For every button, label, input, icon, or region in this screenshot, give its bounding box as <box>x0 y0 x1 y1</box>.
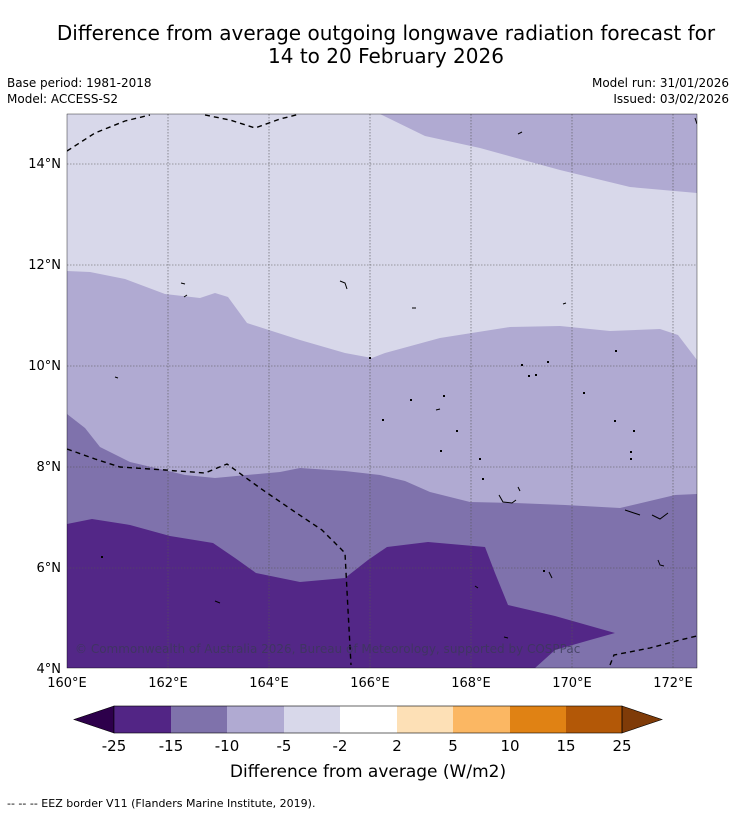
colorbar-label-8: 10 <box>500 737 520 755</box>
island-dots <box>101 350 635 572</box>
lon-label-168e: 168°E <box>451 676 491 691</box>
colorbar-label-7: 5 <box>448 737 458 755</box>
colorbar-swatch-3 <box>227 706 284 733</box>
colorbar-swatch-8 <box>510 706 566 733</box>
meta-left: Base period: 1981-2018 Model: ACCESS-S2 <box>7 75 152 107</box>
model-name: Model: ACCESS-S2 <box>7 92 119 106</box>
colorbar-swatch-4 <box>284 706 340 733</box>
lon-label-170e: 170°E <box>552 676 592 691</box>
chart-title: Difference from average outgoing longwav… <box>0 22 736 68</box>
colorbar-swatch-1 <box>114 706 171 733</box>
colorbar-title: Difference from average (W/m2) <box>229 762 507 782</box>
map-frame <box>66 113 698 669</box>
colorbar-swatch-7 <box>453 706 510 733</box>
islands <box>114 117 697 639</box>
colorbar-swatch-9 <box>566 706 622 733</box>
graticule <box>67 114 697 668</box>
eez-legend-note: -- -- -- EEZ border V11 (Flanders Marine… <box>7 797 316 810</box>
band-minus25-to-minus15 <box>67 519 615 668</box>
lon-label-162e: 162°E <box>148 676 188 691</box>
colorbar-label-3: -10 <box>214 737 240 755</box>
title-line-1: Difference from average outgoing longwav… <box>56 21 716 45</box>
lon-label-164e: 164°E <box>249 676 289 691</box>
copyright-notice: © Commonwealth of Australia 2026, Bureau… <box>75 642 580 656</box>
lon-label-166e: 166°E <box>350 676 390 691</box>
lat-label-8n: 8°N <box>37 460 62 475</box>
colorbar-label-6: 2 <box>392 737 402 755</box>
lat-axis: 14°N 12°N 10°N 8°N 6°N 4°N <box>28 157 61 677</box>
colorbar-under-arrow <box>73 705 115 734</box>
meta-right: Model run: 31/01/2026 Issued: 03/02/2026 <box>592 75 729 107</box>
colorbar-label-1: -25 <box>101 737 127 755</box>
colorbar-over-arrow <box>621 705 663 734</box>
colorbar-label-2: -15 <box>158 737 184 755</box>
colorbar-label-4: -5 <box>276 737 292 755</box>
colorbar <box>73 705 663 734</box>
colorbar-label-5: -2 <box>332 737 348 755</box>
colorbar-swatch-6 <box>397 706 453 733</box>
title-line-2: 14 to 20 February 2026 <box>268 44 504 68</box>
lon-label-160e: 160°E <box>47 676 87 691</box>
model-run: Model run: 31/01/2026 <box>591 76 729 90</box>
map-plot-area: © Commonwealth of Australia 2026, Bureau… <box>67 114 697 668</box>
band-minus10-to-minus5-north <box>380 114 697 193</box>
colorbar-swatch-5 <box>340 706 397 733</box>
lat-label-10n: 10°N <box>28 359 61 374</box>
base-period: Base period: 1981-2018 <box>7 76 152 90</box>
lon-label-172e: 172°E <box>653 676 693 691</box>
lat-label-12n: 12°N <box>28 258 61 273</box>
colorbar-swatch-2 <box>171 706 227 733</box>
lon-axis: 160°E 162°E 164°E 166°E 168°E 170°E 172°… <box>47 676 693 691</box>
issued-date: Issued: 03/02/2026 <box>613 92 729 106</box>
colorbar-label-9: 15 <box>556 737 576 755</box>
lat-label-6n: 6°N <box>37 561 62 576</box>
eez-borders <box>67 114 697 666</box>
lat-label-14n: 14°N <box>28 157 61 172</box>
lat-label-4n: 4°N <box>37 662 62 677</box>
colorbar-label-10: 25 <box>612 737 632 755</box>
colorbar-frame <box>113 705 623 734</box>
